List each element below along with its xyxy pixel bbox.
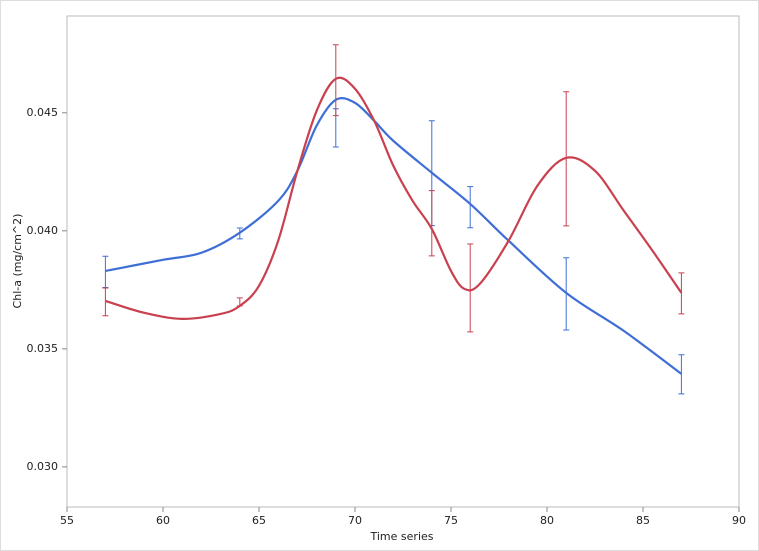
y-tick-label: 0.045 xyxy=(27,106,59,119)
x-tick-label: 85 xyxy=(636,514,650,527)
x-tick-label: 60 xyxy=(156,514,170,527)
error-bar xyxy=(467,186,474,229)
x-tick-label: 70 xyxy=(348,514,362,527)
y-tick-label: 0.040 xyxy=(27,224,59,237)
x-tick-label: 55 xyxy=(60,514,74,527)
line-series xyxy=(105,76,683,320)
x-axis-label: Time series xyxy=(370,530,434,543)
x-tick-label: 65 xyxy=(252,514,266,527)
y-axis-label: Chl-a (mg/cm^2) xyxy=(11,214,24,309)
line-series xyxy=(105,97,683,375)
y-tick-label: 0.035 xyxy=(27,342,59,355)
error-bar xyxy=(467,243,474,333)
x-tick-label: 90 xyxy=(732,514,746,527)
error-bar xyxy=(332,44,339,117)
x-tick-label: 75 xyxy=(444,514,458,527)
error-bar xyxy=(678,354,685,395)
plot-frame xyxy=(66,15,740,508)
y-tick-label: 0.030 xyxy=(27,460,59,473)
x-tick-label: 80 xyxy=(540,514,554,527)
error-bar xyxy=(428,190,435,257)
error-bar xyxy=(678,272,685,315)
